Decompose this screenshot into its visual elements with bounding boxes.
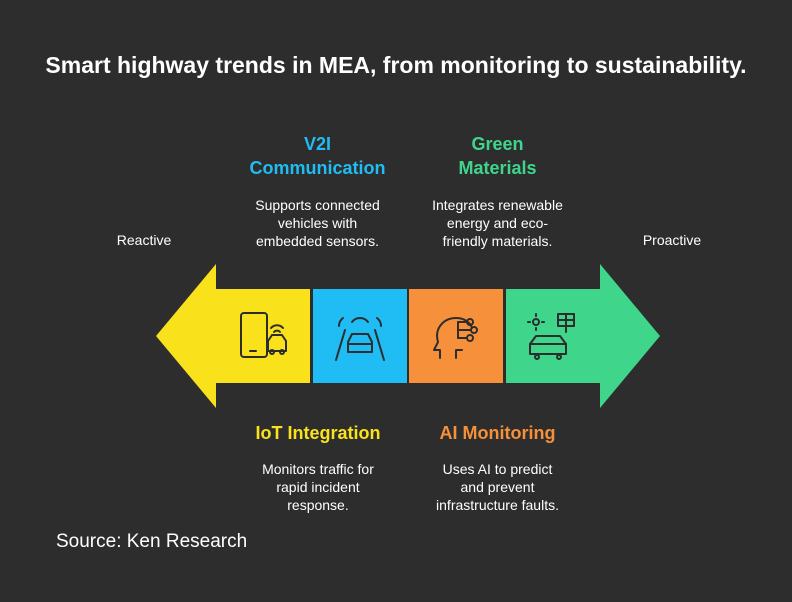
right-arrowhead	[600, 264, 660, 408]
ai-segment	[409, 289, 503, 383]
ai-description: Uses AI to predict and prevent infrastru…	[405, 460, 590, 514]
ai-desc-line-2: and prevent	[460, 479, 535, 495]
green-description: Integrates renewable energy and eco- fri…	[410, 196, 585, 250]
v2i-heading: V2I Communication	[230, 132, 405, 180]
reactive-label: Reactive	[116, 232, 172, 248]
iot-desc-line-3: response.	[287, 497, 349, 513]
green-heading: Green Materials	[410, 132, 585, 180]
iot-desc-line-1: Monitors traffic for	[262, 461, 374, 477]
iot-desc-line-2: rapid incident	[276, 479, 360, 495]
source-note: Source: Ken Research	[56, 531, 248, 552]
iot-description: Monitors traffic for rapid incident resp…	[228, 460, 408, 514]
v2i-heading-line-2: Communication	[249, 158, 386, 178]
v2i-heading-line-1: V2I	[303, 134, 332, 154]
solar-car-icon	[527, 313, 575, 360]
left-arrowhead	[156, 264, 216, 408]
iot-heading: IoT Integration	[228, 421, 408, 445]
v2i-desc-line-2: vehicles with	[277, 215, 358, 231]
v2i-desc-line-3: embedded sensors.	[256, 233, 379, 249]
green-desc-line-2: energy and eco-	[446, 215, 549, 231]
green-desc-line-3: friendly materials.	[442, 233, 553, 249]
iot-heading-line-1: IoT Integration	[255, 423, 381, 443]
v2i-desc-line-1: Supports connected	[255, 197, 380, 213]
iot-segment	[216, 289, 310, 383]
ai-head-circuit-icon	[433, 317, 478, 359]
ai-desc-line-1: Uses AI to predict	[442, 461, 553, 477]
ai-desc-line-3: infrastructure faults.	[436, 497, 559, 513]
ai-heading: AI Monitoring	[405, 421, 590, 445]
green-desc-line-1: Integrates renewable	[432, 197, 563, 213]
proactive-label: Proactive	[642, 232, 702, 248]
green-heading-line-1: Green	[471, 134, 524, 154]
green-heading-line-2: Materials	[458, 158, 537, 178]
ai-heading-line-1: AI Monitoring	[439, 423, 556, 443]
v2i-description: Supports connected vehicles with embedde…	[230, 196, 405, 250]
phone-car-signal-icon	[240, 312, 287, 358]
v2i-segment	[313, 289, 407, 383]
diagram-title: Smart highway trends in MEA, from monito…	[45, 52, 747, 78]
connected-car-road-icon	[335, 317, 385, 361]
